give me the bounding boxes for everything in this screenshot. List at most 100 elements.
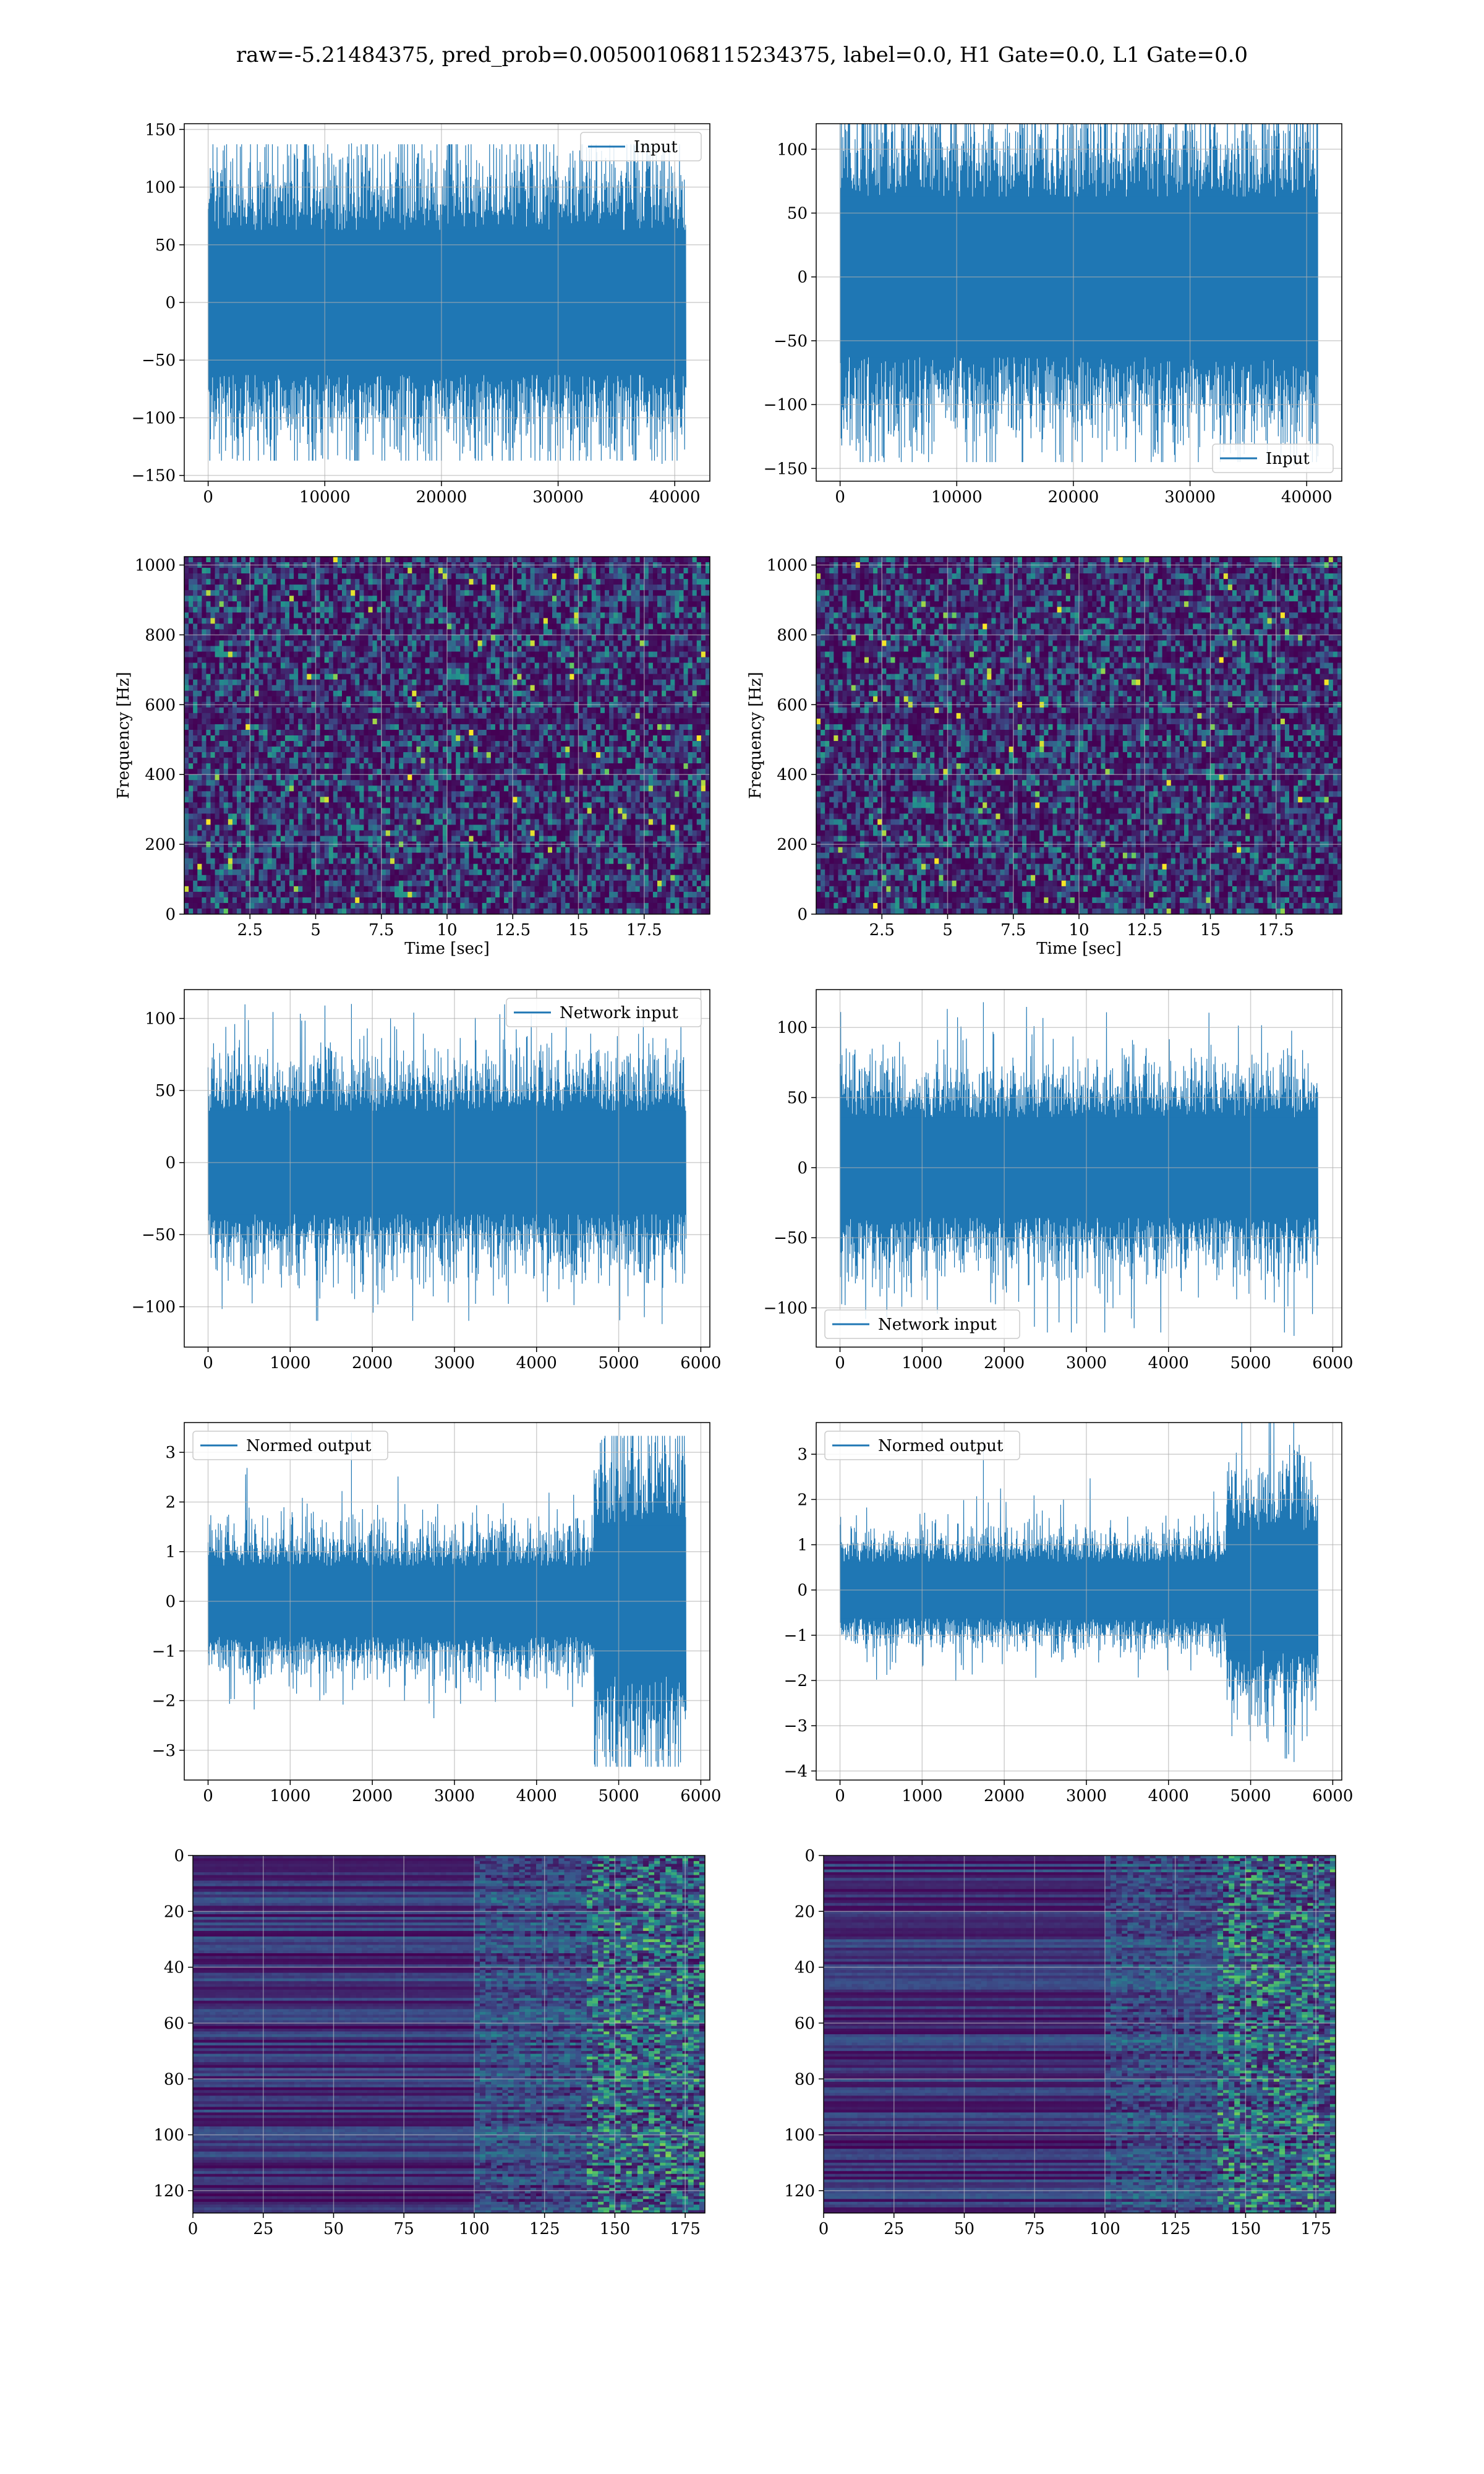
heatmap-cell [241, 568, 246, 574]
heatmap-cell [184, 679, 189, 686]
heatmap-cell [517, 601, 522, 607]
heatmap-cell [657, 718, 662, 725]
heatmap-cell [556, 568, 561, 574]
heatmap-cell [587, 674, 592, 680]
heatmap-cell [254, 707, 260, 714]
heatmap-cell [639, 596, 645, 602]
heatmap-cell [197, 568, 202, 574]
heatmap-cell [258, 735, 264, 742]
heatmap-cell [193, 763, 198, 769]
heatmap-cell [534, 668, 540, 675]
heatmap-cell [202, 724, 207, 730]
heatmap-cell [605, 713, 610, 719]
heatmap-cell [193, 690, 198, 697]
heatmap-cell [504, 607, 509, 613]
heatmap-cell [609, 607, 614, 613]
heatmap-cell [460, 662, 465, 669]
heatmap-cell [473, 618, 479, 624]
heatmap-cell [569, 657, 575, 664]
heatmap-cell [543, 557, 548, 563]
heatmap-cell [618, 769, 623, 775]
heatmap-cell [425, 707, 430, 714]
heatmap-cell [482, 573, 487, 580]
heatmap-cell [245, 763, 250, 769]
heatmap-cell [284, 780, 290, 786]
heatmap-cell [701, 674, 706, 680]
heatmap-cell [210, 646, 216, 653]
heatmap-cell [442, 696, 448, 703]
heatmap-cell [521, 758, 527, 764]
heatmap-cell [500, 662, 505, 669]
heatmap-cell [315, 657, 321, 664]
heatmap-cell [328, 685, 334, 691]
heatmap-cell [271, 640, 277, 647]
heatmap-cell [412, 618, 417, 624]
heatmap-cell [337, 718, 343, 725]
heatmap-cell [696, 590, 702, 596]
heatmap-cell [666, 741, 671, 747]
heatmap-cell [307, 780, 312, 786]
heatmap-cell [460, 651, 465, 658]
heatmap-cell [578, 774, 584, 781]
heatmap-cell [675, 618, 680, 624]
heatmap-cell [407, 713, 412, 719]
heatmap-cell [639, 590, 645, 596]
heatmap-cell [683, 668, 689, 675]
heatmap-cell [526, 752, 531, 758]
heatmap-cell [574, 741, 579, 747]
heatmap-cell [543, 601, 548, 607]
heatmap-cell [284, 568, 290, 574]
heatmap-cell [425, 607, 430, 613]
heatmap-cell [206, 735, 211, 742]
heatmap-cell [469, 557, 474, 563]
heatmap-cell [456, 635, 461, 641]
heatmap-cell [355, 679, 360, 686]
heatmap-cell [451, 724, 456, 730]
heatmap-cell [289, 674, 294, 680]
heatmap-cell [381, 679, 386, 686]
heatmap-cell [600, 763, 605, 769]
heatmap-cell [412, 590, 417, 596]
heatmap-cell [284, 718, 290, 725]
heatmap-cell [635, 623, 641, 630]
heatmap-cell [237, 640, 242, 647]
heatmap-cell [429, 629, 435, 636]
heatmap-cell [438, 601, 443, 607]
heatmap-cell [618, 590, 623, 596]
heatmap-cell [451, 685, 456, 691]
heatmap-cell [657, 752, 662, 758]
heatmap-cell [561, 718, 566, 725]
heatmap-cell [587, 696, 592, 703]
heatmap-cell [569, 635, 575, 641]
heatmap-cell [473, 729, 479, 736]
heatmap-cell [591, 657, 597, 664]
heatmap-cell [263, 623, 268, 630]
heatmap-cell [460, 713, 465, 719]
heatmap-cell [284, 579, 290, 585]
heatmap-cell [372, 557, 378, 563]
heatmap-cell [342, 601, 347, 607]
heatmap-cell [482, 718, 487, 725]
heatmap-cell [526, 635, 531, 641]
heatmap-cell [219, 729, 224, 736]
heatmap-cell [302, 657, 307, 664]
heatmap-cell [635, 780, 641, 786]
heatmap-cell [609, 769, 614, 775]
heatmap-cell [245, 651, 250, 658]
heatmap-cell [258, 601, 264, 607]
heatmap-cell [250, 769, 255, 775]
heatmap-cell [688, 752, 693, 758]
heatmap-cell [438, 780, 443, 786]
heatmap-cell [403, 780, 408, 786]
heatmap-cell [250, 590, 255, 596]
heatmap-cell [355, 724, 360, 730]
heatmap-cell [609, 735, 614, 742]
heatmap-cell [333, 769, 338, 775]
heatmap-cell [635, 573, 641, 580]
heatmap-cell [276, 596, 281, 602]
heatmap-cell [675, 769, 680, 775]
heatmap-cell [605, 646, 610, 653]
heatmap-cell [250, 618, 255, 624]
heatmap-cell [574, 557, 579, 563]
heatmap-cell [425, 618, 430, 624]
